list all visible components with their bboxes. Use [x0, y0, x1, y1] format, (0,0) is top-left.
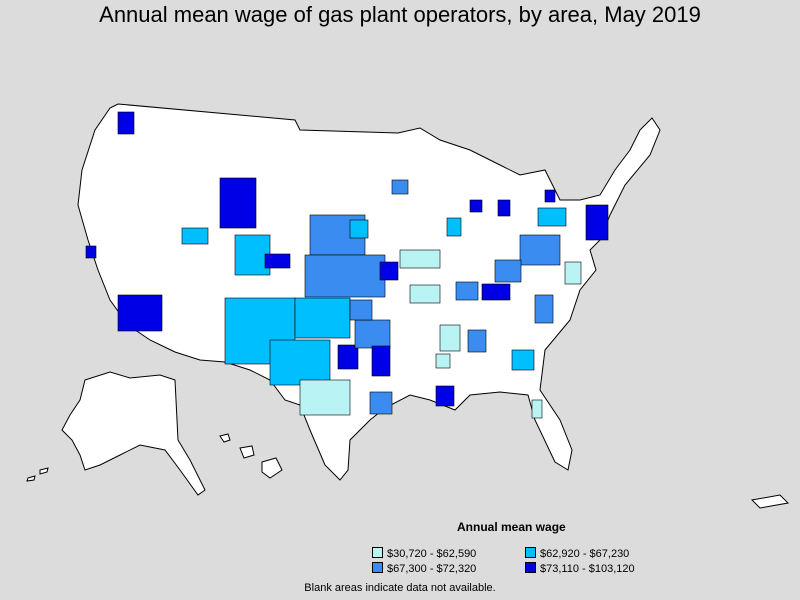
- legend-label: $73,110 - $103,120: [540, 563, 635, 575]
- area-shade: [219, 177, 257, 229]
- legend-item: $67,300 - $72,320: [372, 562, 476, 575]
- hawaii: [219, 433, 283, 479]
- area-shade: [391, 179, 409, 195]
- legend-swatch: [372, 547, 383, 558]
- map-title: Annual mean wage of gas plant operators,…: [99, 2, 701, 27]
- area-shade: [354, 319, 391, 349]
- legend-label: $62,920 - $67,230: [540, 548, 630, 560]
- area-shade: [117, 111, 135, 135]
- area-shade: [455, 281, 479, 301]
- area-shade: [117, 294, 163, 332]
- area-shade: [534, 294, 554, 324]
- area-shade: [181, 227, 209, 245]
- area-shade: [467, 329, 487, 353]
- puerto-rico: [750, 494, 790, 509]
- aleutian-islands: [26, 467, 49, 482]
- area-shade: [435, 385, 455, 407]
- area-shade: [497, 199, 511, 217]
- area-shade: [409, 284, 441, 304]
- area-shade: [544, 189, 556, 203]
- area-shade: [494, 259, 522, 283]
- area-shade: [481, 283, 511, 301]
- legend-item: $73,110 - $103,120: [525, 562, 635, 575]
- area-shade: [469, 199, 483, 213]
- area-shade: [349, 219, 369, 239]
- legend-label: $67,300 - $72,320: [387, 563, 477, 575]
- area-shade: [564, 261, 582, 285]
- area-shade: [269, 339, 331, 386]
- area-shade: [369, 391, 393, 415]
- legend-item: $62,920 - $67,230: [525, 547, 629, 560]
- area-shade: [371, 345, 391, 377]
- area-shade: [349, 299, 373, 321]
- legend-swatch: [525, 547, 536, 558]
- area-shade: [585, 204, 609, 241]
- area-shade: [299, 379, 351, 416]
- area-shade: [379, 261, 399, 281]
- area-shade: [511, 349, 535, 371]
- area-shade: [294, 297, 351, 339]
- area-shade: [531, 399, 543, 419]
- area-shade: [439, 324, 461, 352]
- area-shade: [537, 207, 567, 227]
- area-shade: [446, 217, 462, 237]
- area-shade: [435, 353, 451, 369]
- area-shade: [519, 234, 561, 266]
- area-shade: [264, 253, 291, 269]
- area-shade: [337, 344, 359, 370]
- footnote: Blank areas indicate data not available.: [304, 582, 496, 594]
- legend-swatch: [525, 562, 536, 573]
- area-shade: [399, 249, 441, 269]
- area-shade: [85, 245, 97, 259]
- area-shading: [85, 111, 609, 419]
- legend-title: Annual mean wage: [457, 520, 566, 534]
- area-shade: [304, 254, 386, 298]
- alaska: [61, 371, 206, 496]
- legend-swatch: [372, 562, 383, 573]
- legend-label: $30,720 - $62,590: [387, 548, 477, 560]
- map-legend: Annual mean wage $30,720 - $62,590 $62,9…: [372, 520, 672, 580]
- legend-item: $30,720 - $62,590: [372, 547, 476, 560]
